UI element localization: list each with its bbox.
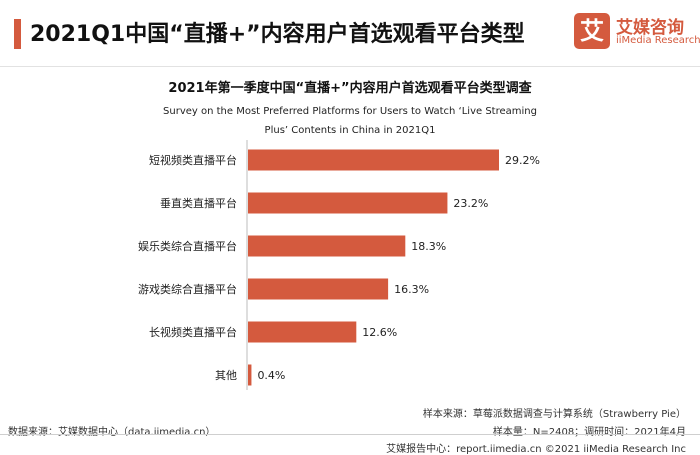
data-source-note: 数据来源：艾媒数据中心（data.iimedia.cn） <box>8 427 216 438</box>
category-label: 垂直类直播平台 <box>160 196 237 210</box>
chart-subtitle: Survey on the Most Preferred Platforms f… <box>163 106 537 136</box>
header-divider <box>0 66 700 67</box>
chart-title: 2021年第一季度中国“直播+”内容用户首选观看平台类型调查 <box>168 81 532 96</box>
header: 2021Q1中国“直播+”内容用户首选观看平台类型 艾 艾媒咨询 iiMedia… <box>0 0 700 70</box>
bar <box>248 278 389 300</box>
value-label: 0.4% <box>257 369 285 382</box>
category-label: 娱乐类综合直播平台 <box>138 239 237 253</box>
logo-english-name: iiMedia Research <box>616 35 700 46</box>
value-label: 29.2% <box>505 154 540 167</box>
value-label: 18.3% <box>411 240 446 253</box>
report-center-note: 艾媒报告中心：report.iimedia.cn ©2021 iiMedia R… <box>386 444 686 455</box>
bar-chart: 短视频类直播平台 29.2% 垂直类直播平台 23.2% 娱乐类综合直播平台 18.3% 游… <box>138 140 540 390</box>
bar <box>248 364 252 386</box>
value-label: 23.2% <box>453 197 488 210</box>
category-label: 长视频类直播平台 <box>149 325 237 339</box>
title-accent-bar <box>14 19 21 49</box>
logo-mark-icon: 艾 <box>574 13 610 49</box>
sample-source-note: 样本来源：草莓派数据调查与计算系统（Strawberry Pie） <box>422 409 686 420</box>
logo-chinese-name: 艾媒咨询 <box>616 18 684 38</box>
footer-divider <box>0 434 700 435</box>
bar <box>248 149 499 171</box>
category-label: 游戏类综合直播平台 <box>138 282 237 296</box>
page-title: 2021Q1中国“直播+”内容用户首选观看平台类型 <box>30 22 525 47</box>
iimedia-logo: 艾 艾媒咨询 iiMedia Research <box>574 13 700 53</box>
value-label: 16.3% <box>394 283 429 296</box>
value-label: 12.6% <box>362 326 397 339</box>
bar <box>248 321 357 343</box>
category-label: 短视频类直播平台 <box>149 153 237 167</box>
bar <box>248 235 406 257</box>
category-label: 其他 <box>215 369 237 382</box>
bar <box>248 192 448 214</box>
sample-info-note: 样本量：N=2408；调研时间：2021年4月 <box>492 427 686 438</box>
